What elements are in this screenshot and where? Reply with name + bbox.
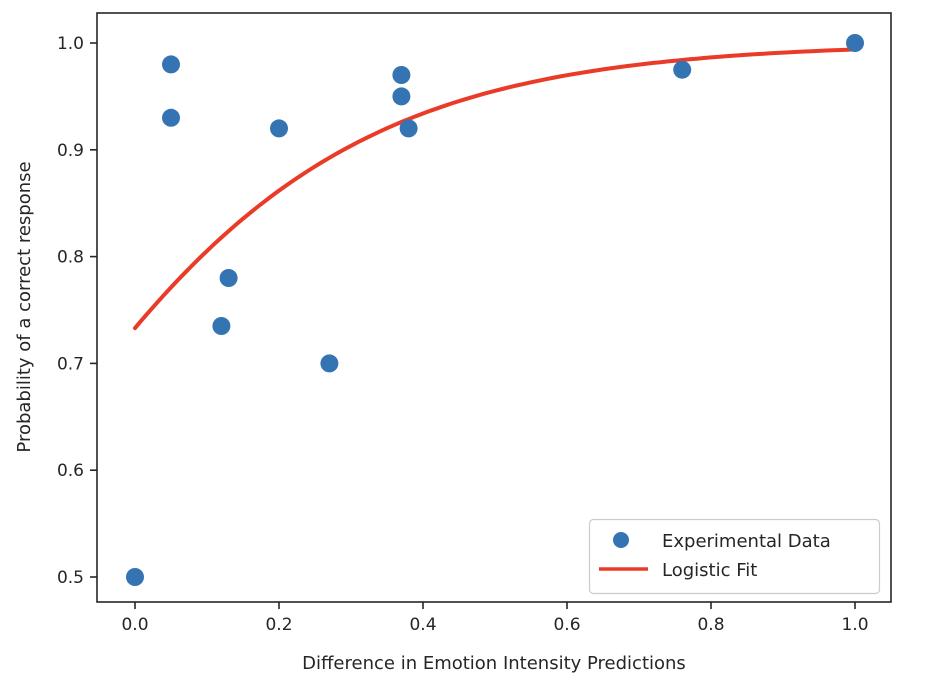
y-tick-label: 0.9 [57, 141, 84, 161]
x-tick-label: 0.2 [265, 615, 292, 635]
fit-curve [133, 47, 857, 331]
x-tick-label: 0.4 [409, 615, 436, 635]
scatter-point [219, 269, 238, 287]
scatter-point [162, 108, 180, 127]
scatter-point [270, 119, 288, 138]
experimental-data-points [126, 34, 864, 586]
y-tick-label: 0.5 [57, 568, 84, 588]
y-axis-ticks: 0.5 0.6 0.7 0.8 0.9 1.0 [57, 34, 97, 588]
scatter-point [126, 568, 144, 586]
y-axis-label: Probability of a correct response [14, 161, 35, 452]
x-tick-label: 0.0 [121, 615, 148, 635]
scatter-point [392, 66, 411, 84]
scatter-point [320, 354, 339, 373]
legend-entry-experimental-data: Experimental Data [662, 531, 831, 552]
scatter-point [392, 87, 411, 106]
y-tick-label: 0.6 [57, 461, 84, 481]
scatter-point [399, 119, 418, 138]
plot-area [96, 12, 892, 603]
legend-box [588, 518, 881, 595]
y-tick-label: 0.7 [57, 354, 84, 374]
legend: Experimental Data Logistic Fit [588, 518, 881, 595]
legend-entry-logistic-fit: Logistic Fit [662, 560, 757, 581]
x-axis-ticks: 0.0 0.2 0.4 0.6 0.8 1.0 [121, 602, 869, 635]
scatter-point [846, 34, 864, 52]
y-tick-label: 1.0 [57, 34, 84, 54]
x-axis-label: Difference in Emotion Intensity Predicti… [302, 653, 686, 674]
scatter-point [162, 55, 180, 74]
logistic-fit-line [133, 47, 857, 331]
x-tick-label: 1.0 [841, 615, 868, 635]
x-tick-label: 0.8 [697, 615, 724, 635]
scatter-point [673, 60, 692, 79]
y-tick-label: 0.8 [57, 248, 84, 268]
scatter-point [212, 317, 231, 335]
legend-scatter-marker-icon [613, 532, 629, 548]
x-tick-label: 0.6 [553, 615, 580, 635]
